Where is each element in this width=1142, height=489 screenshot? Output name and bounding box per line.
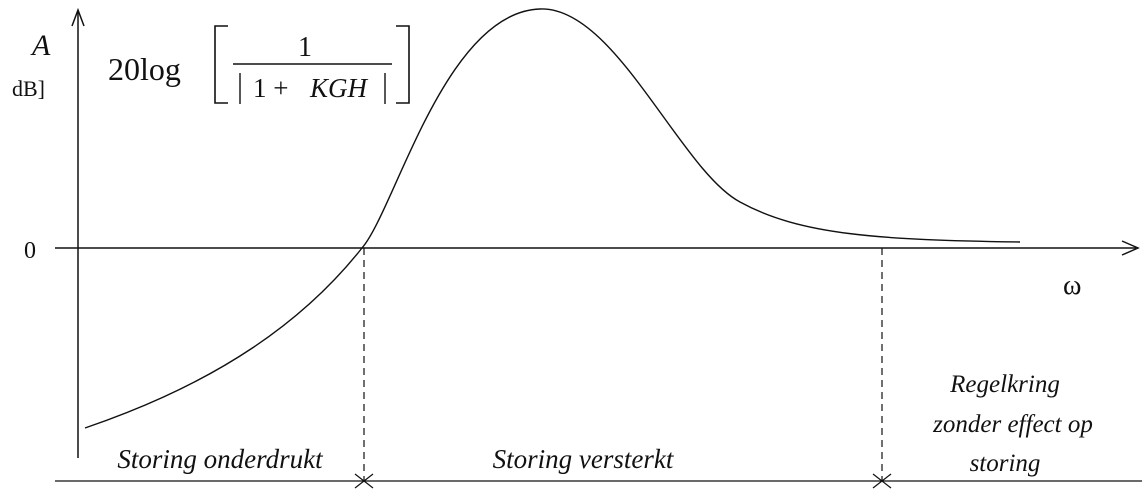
zero-label: 0: [24, 238, 36, 264]
formula: 20log 1 1 + KGH: [108, 25, 410, 104]
formula-numerator: 1: [298, 32, 312, 63]
left-bracket-icon: [214, 25, 228, 104]
y-axis-label: A: [30, 29, 51, 62]
region-label-no-effect-line1: Regelkring: [949, 371, 1060, 398]
sensitivity-curve: [84, 8, 1021, 429]
x-axis-label: ω: [1063, 270, 1081, 301]
region-label-suppressed: Storing onderdrukt: [117, 444, 324, 474]
x-axis: [55, 240, 1140, 256]
right-bracket-icon: [396, 25, 410, 104]
y-axis-unit: dB]: [12, 76, 45, 101]
region-label-no-effect-line3: storing: [970, 450, 1041, 477]
formula-denominator-constant: 1 +: [253, 73, 288, 103]
y-axis: [71, 7, 85, 458]
x-axis-arrow-icon: [1121, 240, 1140, 256]
formula-denominator-variable: KGH: [309, 73, 369, 103]
formula-prefix: 20log: [108, 51, 181, 87]
region-label-no-effect-line2: zonder effect op: [932, 411, 1093, 438]
y-axis-arrow-icon: [71, 7, 85, 27]
region-label-amplified: Storing versterkt: [493, 444, 675, 474]
